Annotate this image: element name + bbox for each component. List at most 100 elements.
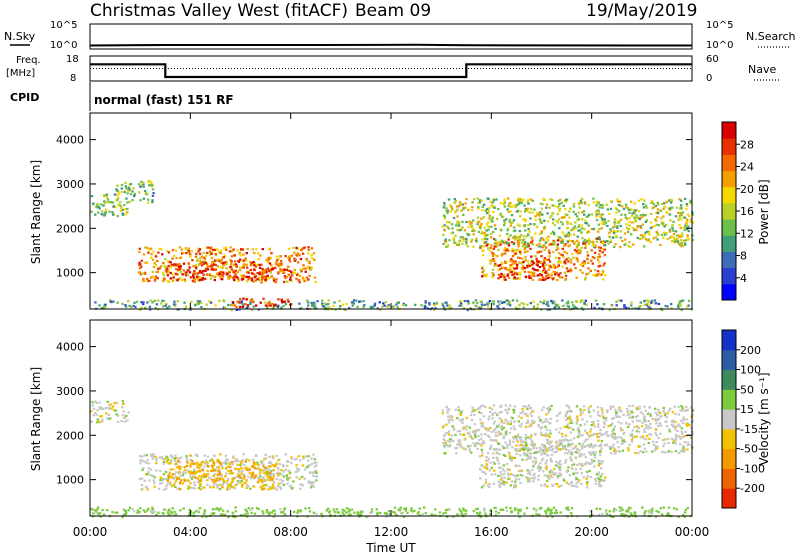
heatmap-cell	[152, 455, 155, 458]
heatmap-cell	[515, 236, 518, 239]
heatmap-cell	[629, 512, 633, 515]
heatmap-cell	[178, 470, 181, 473]
heatmap-cell	[125, 187, 128, 190]
heatmap-cell	[648, 437, 651, 440]
heatmap-cell	[589, 434, 593, 437]
heatmap-cell	[601, 278, 605, 281]
heatmap-cell	[606, 240, 609, 243]
heatmap-cell	[310, 301, 313, 305]
heatmap-cell	[151, 453, 155, 456]
heatmap-cell	[504, 252, 507, 255]
heatmap-cell	[239, 460, 243, 463]
heatmap-cell	[185, 459, 189, 463]
heatmap-cell	[298, 302, 301, 305]
heatmap-cell	[166, 268, 169, 271]
heatmap-cell	[647, 425, 650, 428]
heatmap-cell	[212, 268, 215, 271]
heatmap-cell	[601, 307, 604, 310]
heatmap-cell	[140, 306, 143, 309]
heatmap-cell	[184, 472, 187, 475]
heatmap-cell	[570, 459, 574, 462]
heatmap-cell	[478, 199, 482, 202]
heatmap-cell	[147, 470, 150, 473]
beam-label: Beam 09	[355, 1, 431, 21]
heatmap-cell	[472, 219, 475, 222]
heatmap-cell	[508, 441, 512, 444]
heatmap-cell	[530, 241, 533, 244]
heatmap-cell	[293, 257, 296, 260]
heatmap-cell	[583, 238, 586, 241]
heatmap-cell	[174, 249, 178, 252]
heatmap-cell	[146, 301, 149, 304]
heatmap-cell	[204, 277, 207, 281]
heatmap-cell	[653, 224, 657, 227]
heatmap-cell	[491, 272, 495, 275]
heatmap-cell	[654, 205, 657, 208]
heatmap-cell	[438, 511, 442, 514]
heatmap-cell	[606, 208, 609, 211]
heatmap-cell	[633, 212, 636, 215]
heatmap-cell	[495, 456, 498, 459]
heatmap-cell	[612, 446, 615, 449]
heatmap-cell	[138, 250, 141, 254]
heatmap-cell	[520, 436, 523, 439]
heatmap-cell	[480, 304, 484, 308]
heatmap-cell	[148, 184, 151, 187]
y-tick-label: 4000	[56, 134, 84, 147]
heatmap-cell	[570, 453, 573, 456]
heatmap-cell	[551, 212, 555, 215]
heatmap-cell	[327, 299, 330, 302]
heatmap-cell	[661, 222, 664, 225]
heatmap-cell	[277, 257, 280, 261]
heatmap-cell	[472, 308, 476, 311]
heatmap-cell	[645, 239, 649, 242]
heatmap-cell	[674, 230, 678, 233]
heatmap-cell	[140, 301, 143, 304]
heatmap-cell	[685, 418, 689, 421]
heatmap-cell	[305, 276, 308, 279]
heatmap-cell	[677, 242, 680, 245]
heatmap-cell	[459, 433, 462, 436]
heatmap-cell	[178, 277, 181, 280]
heatmap-cell	[680, 239, 683, 242]
heatmap-cell	[512, 278, 516, 281]
heatmap-cell	[502, 464, 506, 467]
heatmap-cell	[546, 308, 549, 311]
heatmap-cell	[538, 450, 542, 453]
heatmap-cell	[592, 444, 596, 447]
heatmap-cell	[187, 485, 190, 488]
heatmap-cell	[500, 241, 503, 244]
heatmap-cell	[167, 251, 171, 254]
heatmap-cell	[404, 509, 408, 512]
heatmap-cell	[494, 427, 497, 430]
heatmap-cell	[511, 446, 514, 449]
heatmap-cell	[286, 256, 290, 260]
heatmap-cell	[286, 269, 290, 272]
heatmap-cell	[674, 450, 678, 453]
heatmap-cell	[161, 253, 164, 256]
heatmap-cell	[90, 195, 94, 198]
heatmap-cell	[540, 433, 543, 437]
heatmap-cell	[667, 437, 670, 440]
heatmap-cell	[510, 457, 513, 460]
heatmap-cell	[558, 227, 561, 230]
heatmap-cell	[505, 481, 509, 484]
heatmap-cell	[661, 513, 664, 516]
heatmap-cell	[514, 507, 517, 510]
heatmap-cell	[158, 268, 161, 271]
heatmap-cell	[236, 476, 239, 479]
heatmap-cell	[596, 209, 599, 212]
heatmap-cell	[651, 510, 654, 513]
heatmap-cell	[602, 421, 606, 424]
colorbar-segment	[722, 138, 736, 155]
heatmap-cell	[493, 259, 496, 263]
heatmap-cell	[279, 270, 282, 273]
heatmap-cell	[259, 475, 262, 478]
heatmap-cell	[215, 259, 218, 262]
heatmap-cell	[542, 470, 545, 473]
heatmap-cell	[597, 459, 600, 463]
heatmap-cell	[187, 251, 191, 254]
heatmap-cell	[209, 486, 212, 489]
heatmap-cell	[602, 221, 605, 224]
heatmap-cell	[514, 483, 517, 486]
